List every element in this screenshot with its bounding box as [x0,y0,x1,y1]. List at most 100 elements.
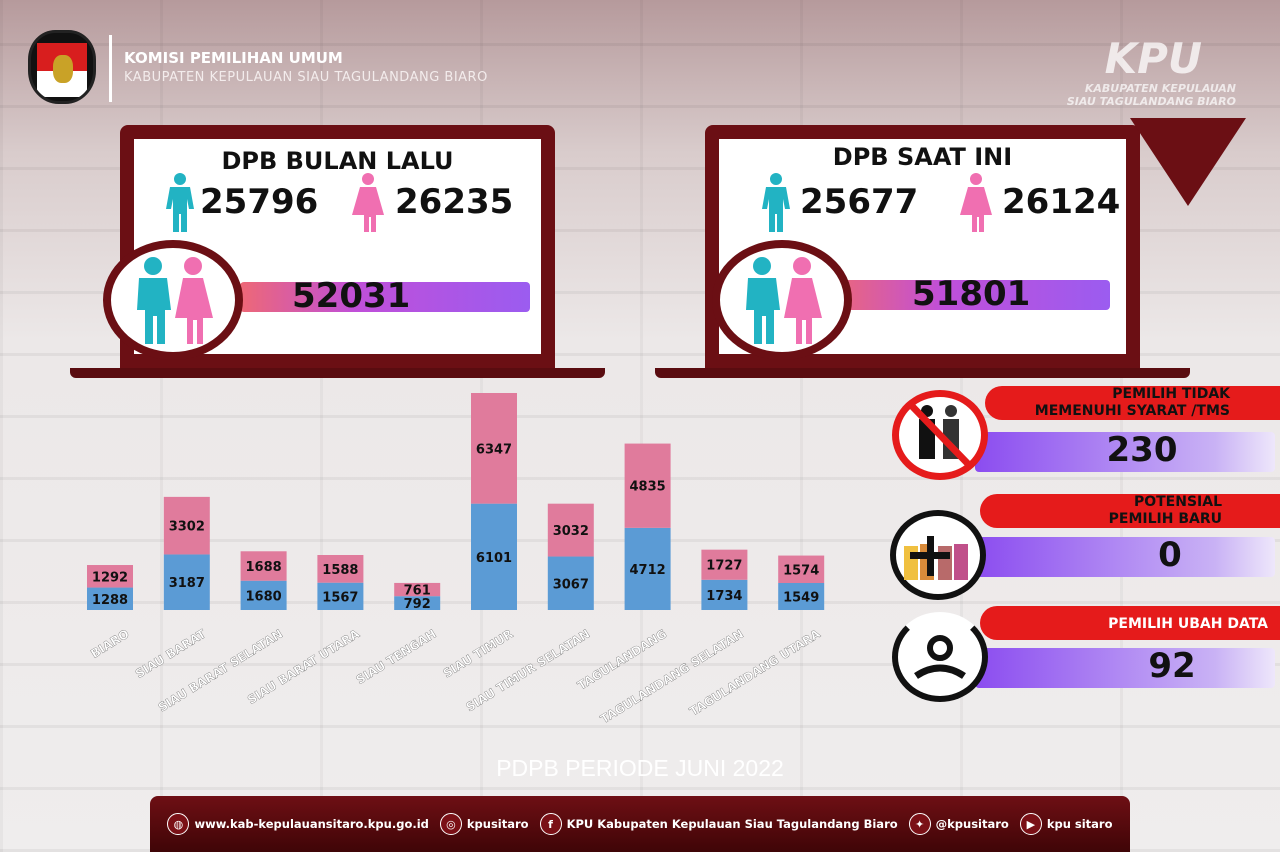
stat-tms-label: PEMILIH TIDAK MEMENUHI SYARAT /TMS [1034,386,1230,419]
data-label: 4712 [630,563,666,578]
dpb-lalu-female: 26235 [395,182,514,222]
bar-female [701,549,748,580]
header-divider [109,35,112,102]
data-label: 1688 [246,560,282,575]
data-label: 1292 [92,570,128,585]
laptop-base [655,368,1190,378]
dpb-kini-male: 25677 [800,182,919,222]
bar-male [240,580,287,610]
bar-male [778,582,825,610]
header-subtitle: KABUPATEN KEPULAUAN SIAU TAGULANDANG BIA… [124,70,488,85]
bar-male [317,582,364,610]
twitter-icon: ✦ [908,813,931,835]
bar-male [87,587,133,610]
kpu-logo [28,30,96,104]
footer-twitter[interactable]: ✦ @kpusitaro [908,813,1009,835]
category-label: SIAU TIMUR SELATAN [464,627,593,715]
stat-ubah-value: 92 [1148,646,1196,686]
down-arrow-icon [1130,118,1246,206]
footer-facebook[interactable]: f KPU Kabupaten Kepulauan Siau Tagulandan… [539,813,898,835]
category-label: TAGULANDANG SELATAN [598,627,746,727]
bar-female [471,393,517,504]
bar-male [547,556,594,610]
period-title: PDPB PERIODE JUNI 2022 [496,755,784,781]
female-icon [960,173,992,232]
bar-female [778,555,825,583]
total-brush [240,282,530,312]
dpb-lalu-title: DPB BULAN LALU [221,147,454,175]
stat-value-bg [975,537,1275,577]
footer-youtube[interactable]: ▶ kpu sitaro [1019,813,1113,835]
facebook-icon: f [539,813,562,835]
stat-value-bg [975,432,1275,472]
bar-female [240,551,287,581]
bar-female [394,582,441,597]
dpb-kini-title: DPB SAAT INI [832,143,1013,171]
data-label: 3032 [553,524,589,539]
stat-label-bg [980,494,1280,528]
stat-baru-value: 0 [1158,535,1182,575]
female-icon [352,173,384,232]
data-label: 1734 [706,589,742,604]
no-people-icon [892,390,988,480]
data-label: 4835 [630,480,666,495]
kpu-watermark-sub: KABUPATEN KEPULAUAN SIAU TAGULANDANG BIAR… [1066,82,1236,108]
bar-female [87,565,133,588]
couple-circle [712,240,852,360]
dpb-lalu-total: 52031 [292,276,411,316]
couple-icon [746,257,822,344]
stat-tms-value: 230 [1106,430,1178,470]
data-label: 1549 [783,590,819,605]
laptop-base [70,368,605,378]
dpb-lalu-male: 25796 [200,182,319,222]
total-brush [830,280,1110,310]
stacked-bar-chart: 1288 1292 BIARO 3187 3302 SIAU BARAT 1680 1688 S… [87,393,825,727]
category-label: SIAU BARAT SELATAN [156,627,285,715]
data-label: 1680 [246,589,282,604]
male-icon [762,173,790,232]
category-label: SIAU BARAT [133,626,209,681]
kpu-watermark: KPU [1104,34,1202,83]
dpb-kini-total: 51801 [912,274,1031,314]
dpb-kini-female: 26124 [1002,182,1121,222]
globe-icon: ◍ [167,813,190,835]
footer-instagram[interactable]: ◎ kpusitaro [439,813,529,835]
stat-label-bg [980,606,1280,640]
add-crowd-icon [890,510,986,600]
bar-male [394,596,441,610]
data-label: 792 [404,597,431,612]
data-label: 6101 [476,551,512,566]
category-label: SIAU TIMUR [441,627,516,681]
male-icon [166,173,194,232]
laptop-dpb-lalu: DPB BULAN LALU [120,125,555,368]
couple-icon [137,257,213,344]
bar-female [624,443,671,528]
data-label: 761 [404,584,431,599]
bar-male [701,579,748,610]
stat-ubah-label: PEMILIH UBAH DATA [1108,616,1268,632]
youtube-icon: ▶ [1019,813,1042,835]
data-label: 1574 [783,563,819,578]
data-label: 1588 [322,563,358,578]
data-label: 3067 [553,577,589,592]
bar-female [547,503,594,557]
instagram-icon: ◎ [439,813,462,835]
stat-value-bg [975,648,1275,688]
data-label: 1288 [92,593,128,608]
bar-female [163,496,210,555]
user-refresh-icon [892,612,988,702]
category-label: TAGULANDANG UTARA [687,626,823,718]
category-label: BIARO [88,627,131,661]
data-label: 1727 [706,559,742,574]
header-title: KOMISI PEMILIHAN UMUM [124,49,343,67]
stat-label-bg [985,386,1280,420]
couple-circle [103,240,243,360]
data-label: 3187 [169,576,205,591]
category-label: SIAU TENGAH [354,627,439,687]
bar-male [163,554,210,610]
footer-website[interactable]: ◍ www.kab-kepulauansitaro.kpu.go.id [167,813,429,835]
data-label: 6347 [476,442,512,457]
bar-male [624,527,671,610]
data-label: 3302 [169,520,205,535]
footer: ◍ www.kab-kepulauansitaro.kpu.go.id ◎ kpus… [150,796,1130,852]
